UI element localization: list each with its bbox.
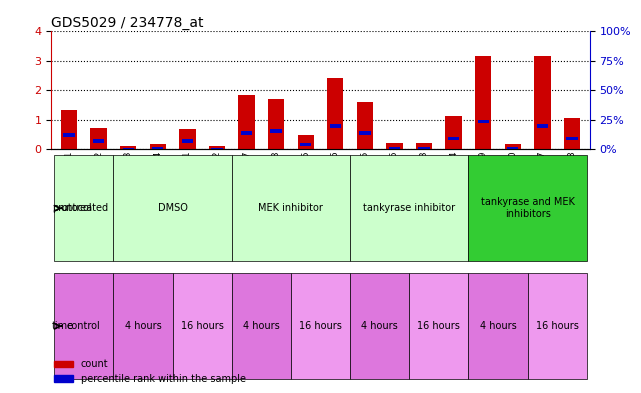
FancyBboxPatch shape bbox=[469, 273, 528, 379]
Bar bbox=[271, 129, 282, 133]
FancyBboxPatch shape bbox=[232, 273, 291, 379]
FancyBboxPatch shape bbox=[232, 155, 350, 261]
Bar bbox=[566, 137, 578, 140]
Text: 16 hours: 16 hours bbox=[181, 321, 224, 331]
FancyBboxPatch shape bbox=[469, 155, 587, 261]
Bar bbox=[329, 124, 341, 128]
Bar bbox=[149, 144, 166, 149]
Bar bbox=[61, 110, 77, 149]
Bar bbox=[152, 147, 163, 151]
Bar bbox=[93, 139, 104, 143]
Text: 4 hours: 4 hours bbox=[479, 321, 517, 331]
Text: MEK inhibitor: MEK inhibitor bbox=[258, 203, 323, 213]
Bar bbox=[564, 118, 580, 149]
Bar bbox=[327, 78, 344, 149]
Bar bbox=[297, 134, 314, 149]
Bar bbox=[359, 131, 370, 134]
FancyBboxPatch shape bbox=[528, 273, 587, 379]
Bar bbox=[179, 129, 196, 149]
Text: 16 hours: 16 hours bbox=[299, 321, 342, 331]
FancyBboxPatch shape bbox=[350, 273, 409, 379]
Bar bbox=[209, 146, 225, 149]
Bar bbox=[90, 128, 107, 149]
Bar bbox=[504, 144, 521, 149]
Bar bbox=[475, 55, 492, 149]
Bar bbox=[300, 143, 312, 146]
Text: control: control bbox=[67, 321, 101, 331]
Text: 4 hours: 4 hours bbox=[124, 321, 162, 331]
FancyBboxPatch shape bbox=[172, 273, 232, 379]
Bar bbox=[181, 139, 193, 143]
Bar bbox=[388, 147, 400, 151]
Bar bbox=[357, 101, 373, 149]
FancyBboxPatch shape bbox=[113, 273, 172, 379]
FancyBboxPatch shape bbox=[291, 273, 350, 379]
Text: DMSO: DMSO bbox=[158, 203, 188, 213]
FancyBboxPatch shape bbox=[350, 155, 469, 261]
Text: untreated: untreated bbox=[60, 203, 108, 213]
Text: 4 hours: 4 hours bbox=[362, 321, 398, 331]
Text: 16 hours: 16 hours bbox=[536, 321, 579, 331]
Bar bbox=[448, 137, 460, 140]
Legend: count, percentile rank within the sample: count, percentile rank within the sample bbox=[50, 356, 250, 388]
Bar bbox=[122, 148, 134, 151]
Bar bbox=[419, 147, 429, 151]
Bar bbox=[212, 148, 222, 151]
Bar bbox=[241, 131, 253, 134]
Text: 4 hours: 4 hours bbox=[243, 321, 279, 331]
Bar bbox=[445, 116, 462, 149]
Bar bbox=[387, 143, 403, 149]
Text: protocol: protocol bbox=[52, 203, 92, 213]
FancyBboxPatch shape bbox=[54, 155, 113, 261]
Bar bbox=[63, 133, 75, 137]
Bar bbox=[268, 99, 284, 149]
Text: tankyrase inhibitor: tankyrase inhibitor bbox=[363, 203, 455, 213]
Text: GDS5029 / 234778_at: GDS5029 / 234778_at bbox=[51, 17, 204, 30]
Bar bbox=[507, 147, 519, 151]
Text: 16 hours: 16 hours bbox=[417, 321, 460, 331]
Bar bbox=[534, 57, 551, 149]
Bar bbox=[238, 95, 254, 149]
FancyBboxPatch shape bbox=[113, 155, 232, 261]
Text: time: time bbox=[52, 321, 74, 331]
Bar bbox=[478, 120, 489, 123]
Bar bbox=[120, 146, 137, 149]
FancyBboxPatch shape bbox=[54, 273, 113, 379]
Bar bbox=[537, 124, 548, 128]
Text: tankyrase and MEK
inhibitors: tankyrase and MEK inhibitors bbox=[481, 198, 574, 219]
FancyBboxPatch shape bbox=[409, 273, 469, 379]
Bar bbox=[416, 143, 432, 149]
